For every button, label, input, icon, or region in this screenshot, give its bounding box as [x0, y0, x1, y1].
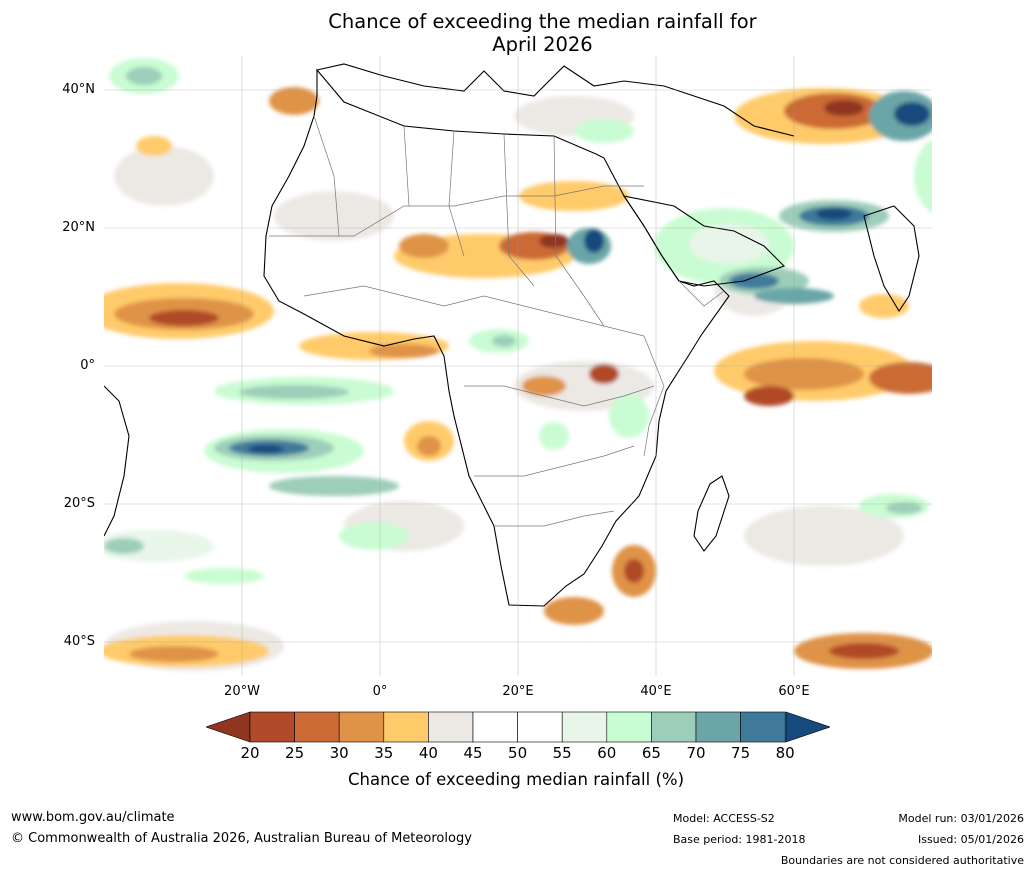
lat-label-40n: 40°N	[62, 82, 95, 97]
lat-label-20n: 20°N	[62, 220, 95, 235]
colorbar-tick-label: 25	[285, 744, 305, 762]
colorbar-cell	[651, 711, 697, 743]
colorbar-cell	[606, 711, 652, 743]
lat-label-20s: 20°S	[63, 496, 95, 511]
rainfall-map[interactable]	[84, 56, 974, 676]
anomaly-field	[84, 58, 974, 671]
lon-label-60e: 60°E	[778, 684, 810, 699]
colorbar-cell	[338, 711, 385, 743]
colorbar-cell	[561, 711, 608, 743]
map-title: Chance of exceeding the median rainfall …	[0, 10, 1035, 56]
colorbar-cell	[740, 711, 786, 743]
colorbar-tick-label: 80	[775, 744, 795, 762]
footer-model: Model: ACCESS-S2	[673, 812, 775, 825]
colorbar-low-extension	[206, 711, 251, 743]
footer-copyright: © Commonwealth of Australia 2026, Austra…	[11, 831, 472, 846]
lon-label-20w: 20°W	[224, 684, 260, 699]
colorbar-tick-label: 40	[418, 744, 438, 762]
map-svg	[84, 56, 974, 676]
footer-base-period: Base period: 1981-2018	[673, 833, 806, 846]
colorbar-cell	[294, 711, 340, 743]
colorbar-cell	[517, 711, 563, 743]
colorbar-title: Chance of exceeding median rainfall (%)	[347, 770, 685, 789]
colorbar-cell	[695, 711, 741, 743]
coastlines	[103, 63, 920, 607]
colorbar-tick-label: 30	[329, 744, 349, 762]
lon-label-20e: 20°E	[502, 684, 534, 699]
title-line-1: Chance of exceeding the median rainfall …	[328, 10, 757, 33]
footer-model-run: Model run: 03/01/2026	[898, 812, 1024, 825]
colorbar-cell	[428, 711, 474, 743]
lon-label-0: 0°	[372, 684, 388, 699]
colorbar-tick-label: 35	[374, 744, 394, 762]
colorbar-cells	[249, 711, 786, 743]
colorbar-tick-label: 45	[463, 744, 483, 762]
colorbar-tick-label: 65	[641, 744, 661, 762]
colorbar-tick-label: 50	[508, 744, 528, 762]
colorbar	[206, 711, 830, 743]
colorbar-tick-label: 60	[597, 744, 617, 762]
graticule	[104, 56, 932, 676]
footer-url[interactable]: www.bom.gov.au/climate	[11, 810, 175, 825]
colorbar-tick-label: 55	[552, 744, 572, 762]
footer-disclaimer: Boundaries are not considered authoritat…	[780, 854, 1024, 867]
colorbar-tick-label: 70	[686, 744, 706, 762]
colorbar-cell	[249, 711, 295, 743]
colorbar-cell	[383, 711, 429, 743]
title-line-2: April 2026	[492, 33, 593, 56]
lat-label-0: 0°	[80, 358, 95, 373]
colorbar-cell	[472, 711, 518, 743]
colorbar-high-extension	[785, 711, 830, 743]
country-borders	[269, 115, 725, 527]
colorbar-tick-label: 20	[240, 744, 260, 762]
colorbar-tick-label: 75	[731, 744, 751, 762]
lon-label-40e: 40°E	[640, 684, 672, 699]
lat-label-40s: 40°S	[63, 634, 95, 649]
footer-issued: Issued: 05/01/2026	[917, 833, 1024, 846]
